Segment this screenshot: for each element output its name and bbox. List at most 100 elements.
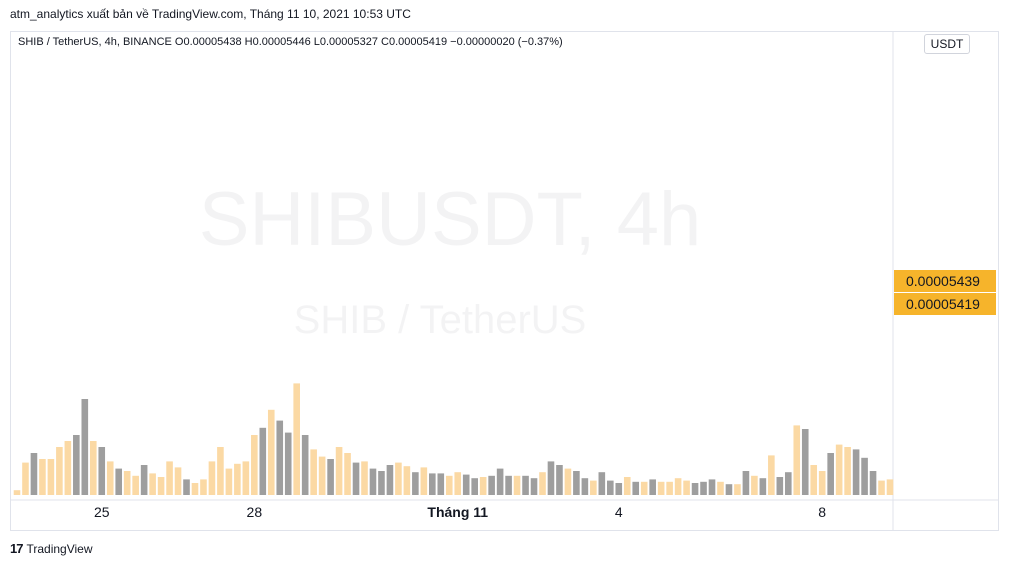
volume-bar [234,463,241,495]
volume-bar [649,479,656,495]
volume-bar [852,449,860,495]
volume-bar [556,465,563,495]
volume-bar [22,462,29,495]
volume-bar [810,465,818,495]
volume-bar [844,447,851,495]
volume-bar [683,480,690,495]
volume-bar [276,420,284,495]
volume-bar [378,471,385,495]
volume-bar [267,409,275,495]
watermark-pair: SHIB / TetherUS [294,298,587,342]
currency-button[interactable]: USDT [924,34,970,54]
volume-bar [454,472,462,495]
volume-bar [632,481,640,495]
volume-bar [793,425,801,495]
volume-bar [39,459,46,495]
volume-bar [132,475,139,495]
price-tag-label: 0.00005419 [906,296,980,312]
volume-bar [217,447,224,495]
volume-bar [284,432,292,495]
tradingview-logo-icon: 17 [10,541,24,556]
time-tick-label: 28 [247,504,263,520]
volume-bar [776,477,784,495]
volume-bar [301,435,309,495]
volume-bar [869,471,877,495]
volume-bar [140,465,148,495]
volume-bar [335,447,343,495]
volume-bar [259,427,267,495]
volume-bar [30,453,38,495]
volume-bar [251,435,258,495]
volume-bar [361,461,368,495]
time-tick-label: 25 [94,504,110,520]
volume-bar [191,483,199,495]
volume-bar [742,471,750,495]
tradingview-brand: TradingView [26,541,93,556]
volume-bar [674,478,682,495]
volume-bar [784,472,792,495]
time-tick-label: Tháng 11 [427,504,488,520]
volume-bar [73,435,80,495]
volume-bar [522,475,529,495]
volume-bar [115,468,123,495]
time-tick-label: 8 [818,504,826,520]
volume-bar [13,490,21,495]
price-tag-label: 0.00005439 [906,273,980,289]
volume-bar [47,459,55,495]
volume-bar [225,468,233,495]
volume-bar [81,399,89,495]
volume-bar [886,479,894,495]
volume-bar [420,467,428,495]
volume-bar [539,472,546,495]
volume-bar [657,481,665,495]
volume-bar [700,481,707,495]
volume-bar [174,467,182,495]
volume-bar [598,472,606,495]
volume-bar [488,475,495,495]
volume-bar [691,483,699,495]
volume-bar [208,461,216,495]
volume-bar [615,483,623,495]
volume-bar [310,449,317,495]
volume-bar [200,479,207,495]
volume-bar [573,471,580,495]
volume-bar [386,465,394,495]
volume-bar [547,461,555,495]
volume-bar [437,473,445,495]
time-tick-label: 4 [615,504,623,520]
volume-bar [835,444,843,495]
volume-bar [149,473,156,495]
volume-bar [768,455,775,495]
volume-bar [166,461,173,495]
volume-bar [623,477,631,495]
volume-bar [293,383,300,495]
volume-bar [530,478,538,495]
volume-bar [352,462,360,495]
volume-bar [327,459,334,495]
volume-bar [751,475,758,495]
volume-bar [759,478,767,495]
volume-bar [818,471,826,495]
volume-bar [157,477,165,495]
volume-bar [827,453,834,495]
volume-bar [462,474,470,495]
volume-bar [89,441,97,495]
volume-bar [242,461,250,495]
volume-bar [344,453,351,495]
volume-bar [183,479,190,495]
volume-bar [123,471,131,495]
volume-bar [505,475,512,495]
publisher-line: atm_analytics xuất bản về TradingView.co… [10,7,411,21]
volume-bar [403,466,411,495]
volume-bar [734,484,741,495]
volume-bar [513,475,521,495]
volume-bar [429,473,436,495]
volume-bar [412,472,419,495]
chart-frame [10,31,999,531]
volume-bar [395,462,402,495]
volume-bar [106,461,114,495]
tradingview-logo[interactable]: 17 TradingView [10,541,93,556]
volume-bar [471,478,478,495]
volume-bar [581,478,589,495]
